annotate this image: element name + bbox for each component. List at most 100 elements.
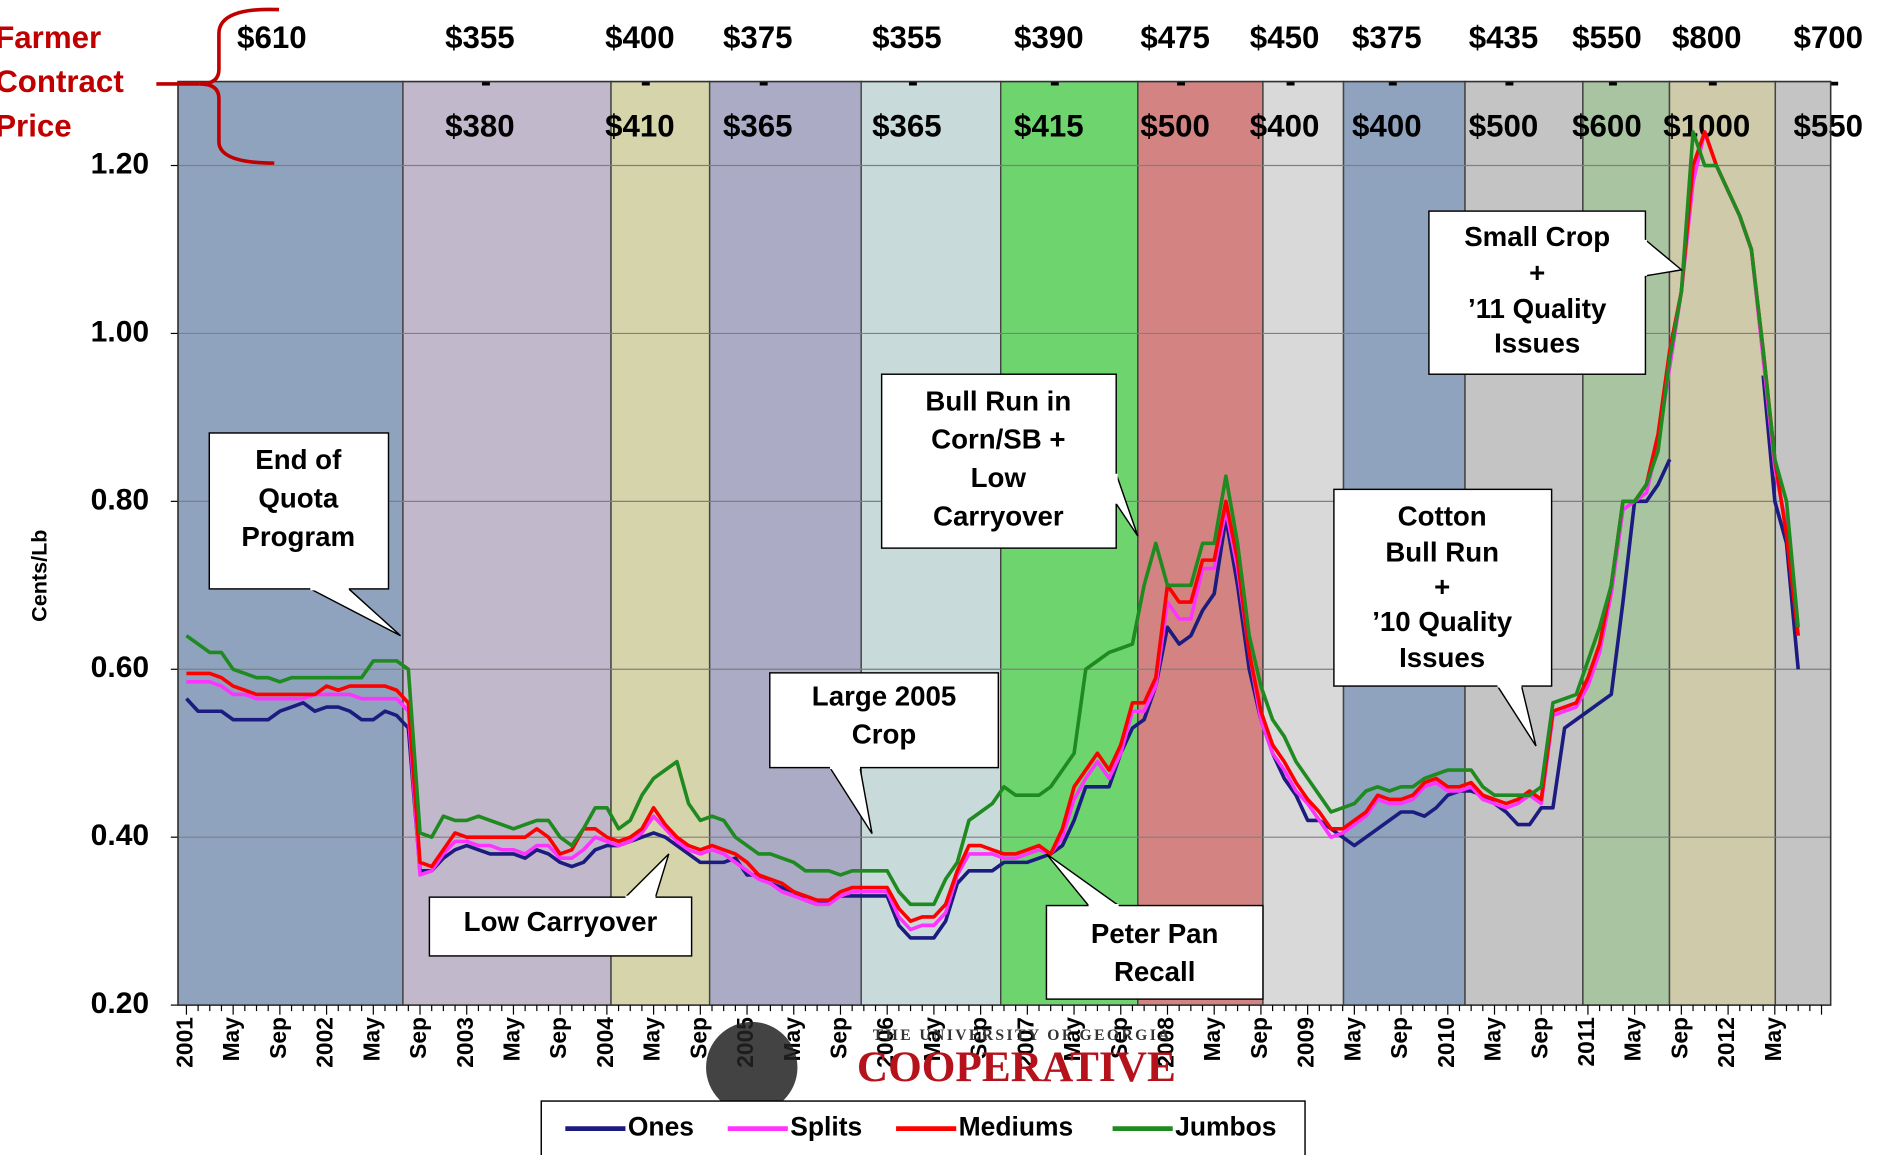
callout-box — [208, 432, 390, 590]
callout-text: + — [1529, 257, 1545, 288]
x-tick-label: 2007 — [1012, 1017, 1038, 1068]
series-line — [185, 130, 1800, 907]
price-to: $410 — [605, 109, 675, 144]
price-to: $550 — [1793, 109, 1863, 144]
callout-text: ’11 Quality — [1468, 293, 1607, 324]
callout-text: Small Crop — [1464, 221, 1610, 252]
callout-text: Bull Run — [1385, 536, 1499, 567]
x-tick-label: Sep — [545, 1017, 571, 1059]
x-tick-label: May — [1760, 1017, 1786, 1062]
x-tick-label: 2009 — [1293, 1017, 1319, 1068]
price-from: $550 — [1572, 20, 1642, 55]
x-tick-label: Sep — [405, 1017, 431, 1059]
x-tick-label: 2010 — [1433, 1017, 1459, 1068]
price-from: $400 — [605, 20, 675, 55]
callout-text: Low — [971, 462, 1027, 493]
x-tick-label: 2011 — [1573, 1017, 1599, 1067]
x-tick-label: Sep — [1666, 1017, 1692, 1059]
x-tick-label: 2002 — [312, 1017, 338, 1068]
series-line — [186, 130, 1800, 923]
x-tick-label: May — [498, 1017, 524, 1062]
period-band — [708, 80, 862, 1006]
callout-box — [1428, 210, 1647, 375]
price-from: $355 — [445, 20, 515, 55]
x-tick-label: 2004 — [592, 1017, 618, 1068]
x-tick-label: 2001 — [171, 1017, 197, 1068]
x-tick-label: 2003 — [452, 1017, 478, 1068]
callout-text: Carryover — [933, 500, 1064, 531]
y-tick-label: 0.40 — [91, 819, 150, 852]
price-from: $450 — [1250, 20, 1320, 55]
price-from: $700 — [1793, 20, 1863, 55]
period-band — [1262, 80, 1345, 1006]
watermark-seal — [706, 1021, 798, 1114]
price-from: $435 — [1469, 20, 1539, 55]
callout-box — [1045, 904, 1264, 1000]
y-tick-label: 0.80 — [91, 483, 150, 516]
watermark-text: COOPERATIVE — [857, 1043, 1176, 1091]
callout-text: Program — [241, 521, 355, 552]
callout-text: Recall — [1114, 956, 1195, 987]
legend-label: Jumbos — [1175, 1112, 1276, 1142]
y-tick-label: 1.20 — [91, 147, 150, 180]
callout-text: Crop — [852, 719, 917, 750]
callout-box — [1333, 488, 1553, 687]
callout-text: Bull Run in — [925, 385, 1071, 416]
price-to: $500 — [1140, 109, 1210, 144]
callout-text: Low Carryover — [464, 906, 658, 937]
x-tick-label: May — [218, 1017, 244, 1062]
price-to: $365 — [872, 109, 942, 144]
x-tick-label: Sep — [1106, 1017, 1132, 1059]
price-from: $375 — [1352, 20, 1422, 55]
price-from: $475 — [1140, 20, 1210, 55]
x-tick-label: May — [639, 1017, 665, 1062]
callout-box — [428, 896, 693, 957]
price-from: $800 — [1672, 20, 1742, 55]
callout-box — [769, 672, 1000, 769]
x-tick-label: May — [1339, 1017, 1365, 1062]
callout-text: Quota — [258, 482, 339, 513]
price-from: $390 — [1014, 20, 1084, 55]
x-tick-label: Sep — [1246, 1017, 1272, 1059]
y-axis-label: Cents/Lb — [27, 530, 52, 622]
y-tick-label: 0.60 — [91, 651, 150, 684]
price-to: $400 — [1352, 109, 1422, 144]
watermark-text: THE UNIVERSITY OF GEORGIA — [873, 1027, 1172, 1044]
x-tick-label: Sep — [1526, 1017, 1552, 1059]
callout-text: End of — [255, 444, 342, 475]
x-tick-label: May — [358, 1017, 384, 1062]
side-label: Farmer — [0, 20, 101, 55]
legend-label: Mediums — [959, 1112, 1074, 1142]
callout-text: Corn/SB + — [931, 424, 1065, 455]
x-tick-label: 2012 — [1713, 1017, 1739, 1068]
price-from: $355 — [872, 20, 942, 55]
callout-box — [880, 373, 1117, 549]
callout-text: Cotton — [1398, 500, 1487, 531]
legend-label: Ones — [628, 1112, 694, 1142]
price-to: $600 — [1572, 109, 1642, 144]
x-tick-label: May — [1059, 1017, 1085, 1062]
callout-text: Issues — [1494, 328, 1580, 359]
period-band — [1774, 80, 1832, 1006]
x-tick-label: Sep — [1386, 1017, 1412, 1059]
price-to: $365 — [723, 109, 793, 144]
x-tick-label: May — [919, 1017, 945, 1062]
y-tick-label: 1.00 — [91, 315, 150, 348]
x-tick-label: Sep — [265, 1017, 291, 1059]
x-tick-label: May — [1199, 1017, 1225, 1062]
price-separator: - — [1829, 64, 1839, 99]
chart-body: $610 $355-$380$400-$410$375-$365$355-$365… — [0, 7, 1863, 1155]
x-tick-label: Sep — [685, 1017, 711, 1059]
x-tick-label: 2006 — [872, 1017, 898, 1068]
x-tick-label: Sep — [966, 1017, 992, 1059]
price-to: $415 — [1014, 109, 1084, 144]
x-tick-label: May — [1480, 1017, 1506, 1062]
y-tick-label: 0.20 — [91, 987, 150, 1020]
callout-text: ’10 Quality — [1372, 606, 1512, 637]
callout-text: Peter Pan — [1091, 918, 1219, 949]
callout-text: Large 2005 — [812, 680, 956, 711]
price-from: $375 — [723, 20, 793, 55]
legend-label: Splits — [790, 1112, 862, 1142]
